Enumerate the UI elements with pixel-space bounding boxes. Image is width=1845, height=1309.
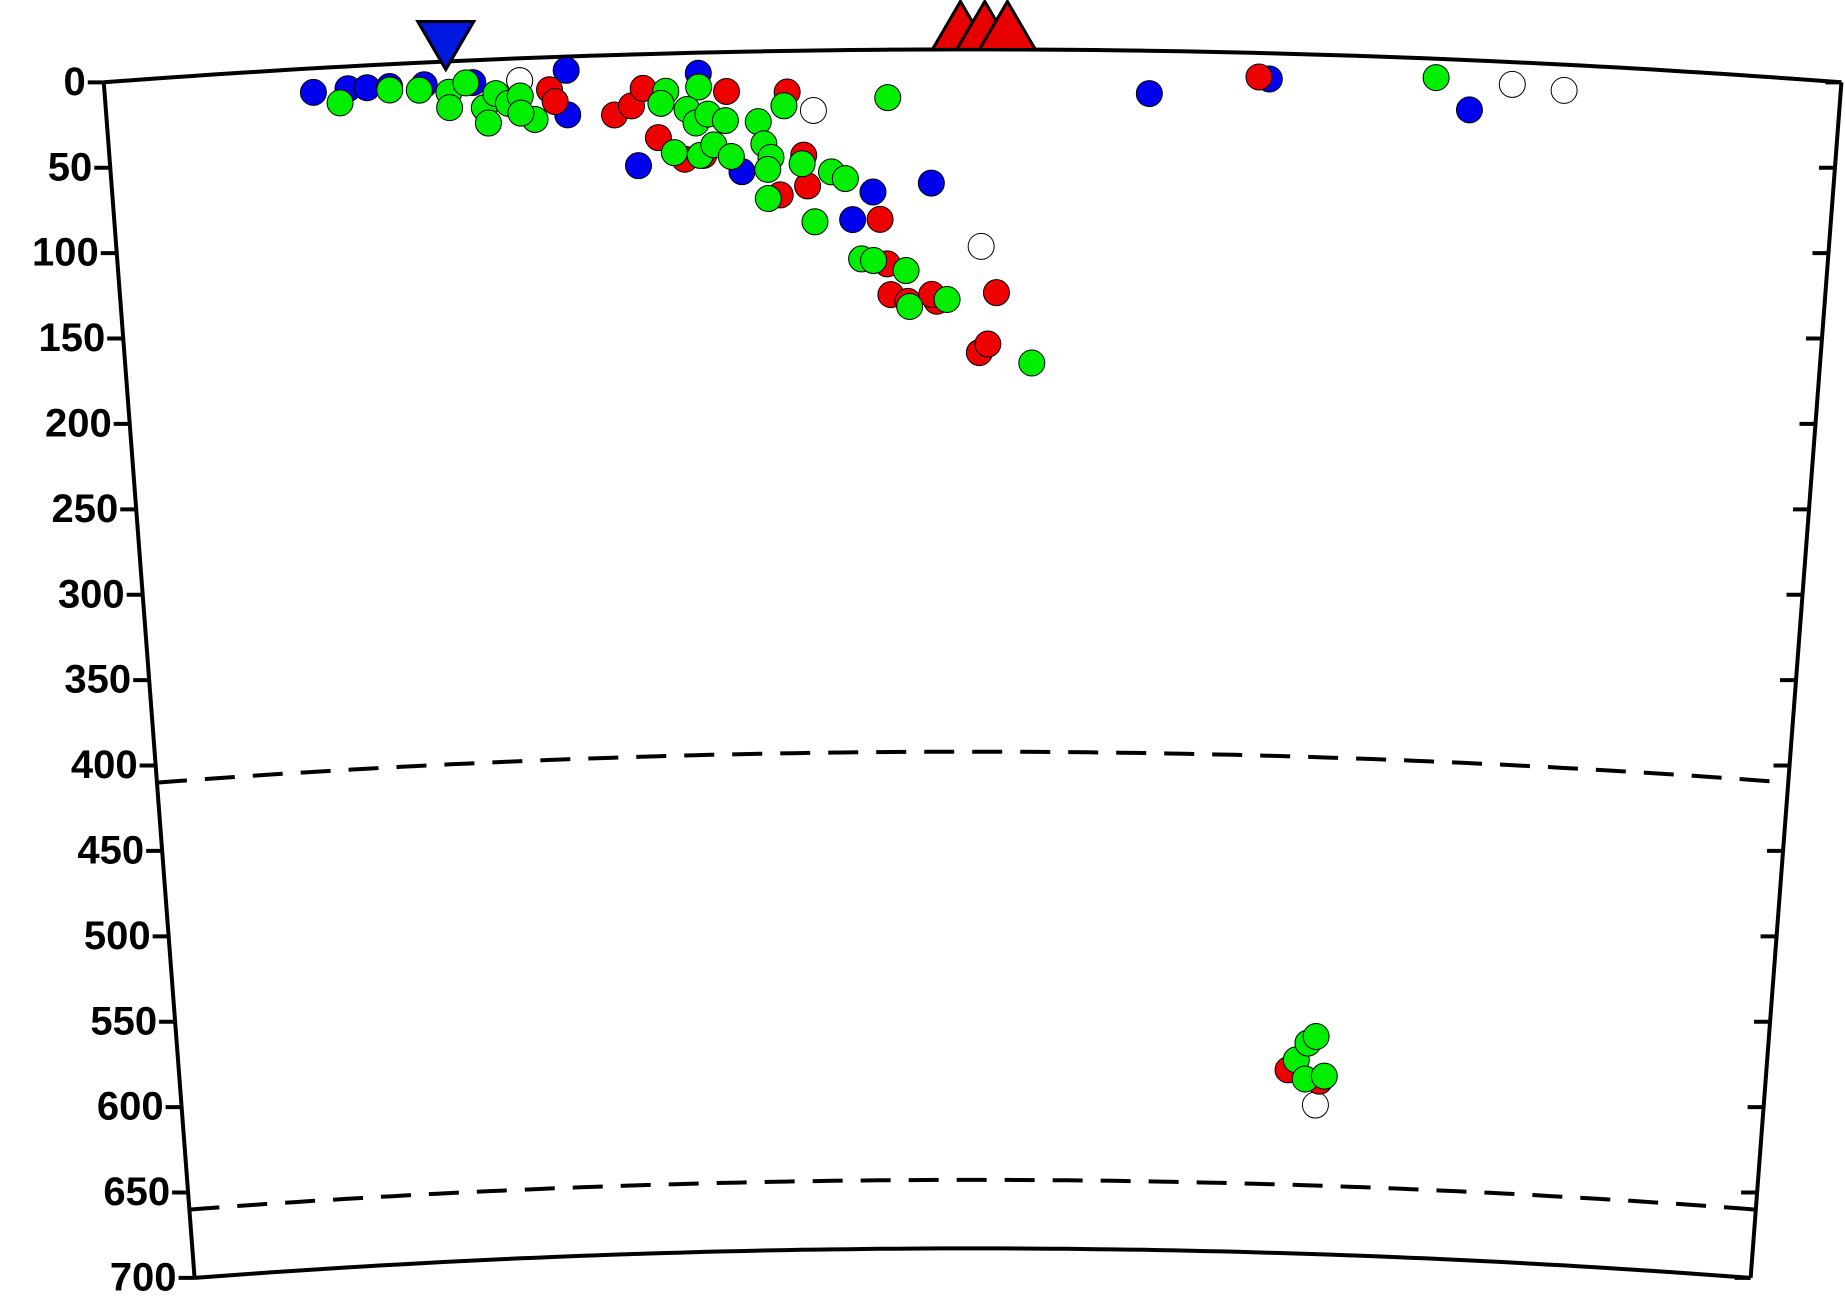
event-point [917,169,945,197]
event-point [967,232,995,260]
event-point [1302,1022,1330,1050]
event-point [299,78,327,106]
y-tick-label: 250 [51,487,118,531]
event-point [799,96,827,124]
event-point [874,84,902,112]
event-point [717,142,745,170]
y-tick-label: 700 [110,1255,177,1299]
event-point [552,56,580,84]
station-triangle [976,0,1039,51]
event-point [933,286,961,314]
event-point [892,257,920,285]
event-point [1310,1062,1338,1090]
event-point [839,206,867,234]
y-tick-label: 200 [45,401,112,445]
event-point [859,178,887,206]
event-point [647,89,675,117]
event-point [860,247,888,275]
event-point [754,185,782,213]
event-point [866,205,894,233]
event-point [624,152,652,180]
y-tick-label: 400 [71,743,138,787]
event-point [712,77,740,105]
event-point [1498,70,1526,98]
discontinuity-line [156,749,1789,785]
y-tick-label: 300 [58,572,125,616]
y-tick-label: 100 [32,231,99,275]
event-point [1135,80,1163,108]
event-point [405,76,433,104]
event-point [1301,1091,1329,1119]
discontinuity-line [189,1177,1756,1212]
frame-bottom [194,1246,1751,1280]
event-point [326,89,354,117]
y-tick-label: 50 [48,145,93,189]
event-point [452,69,480,97]
event-point [788,150,816,178]
event-point [801,208,829,236]
event-point [770,92,798,120]
y-tick-label: 500 [84,914,151,958]
event-point [436,94,464,122]
event-point [1550,76,1578,104]
y-tick-label: 450 [77,828,144,872]
event-point [896,293,924,321]
station-triangle [415,20,477,73]
event-point [1422,64,1450,92]
event-point [376,76,404,104]
event-point [541,88,569,116]
event-point [660,139,688,167]
event-point [1455,96,1483,124]
event-point [982,279,1010,307]
event-point [794,172,822,200]
event-point [711,107,739,135]
event-point [507,99,535,127]
y-tick-label: 550 [90,999,157,1043]
event-point [474,109,502,137]
event-point [685,73,713,101]
y-tick-label: 350 [64,658,131,702]
y-tick-label: 0 [64,60,86,104]
event-point [744,108,772,136]
event-point [831,165,859,193]
y-tick-label: 150 [38,316,105,360]
event-point [1018,349,1046,377]
event-point [974,330,1002,358]
event-point [754,155,782,183]
y-tick-label: 650 [103,1170,170,1214]
y-tick-label: 600 [97,1085,164,1129]
event-point [1245,63,1273,91]
